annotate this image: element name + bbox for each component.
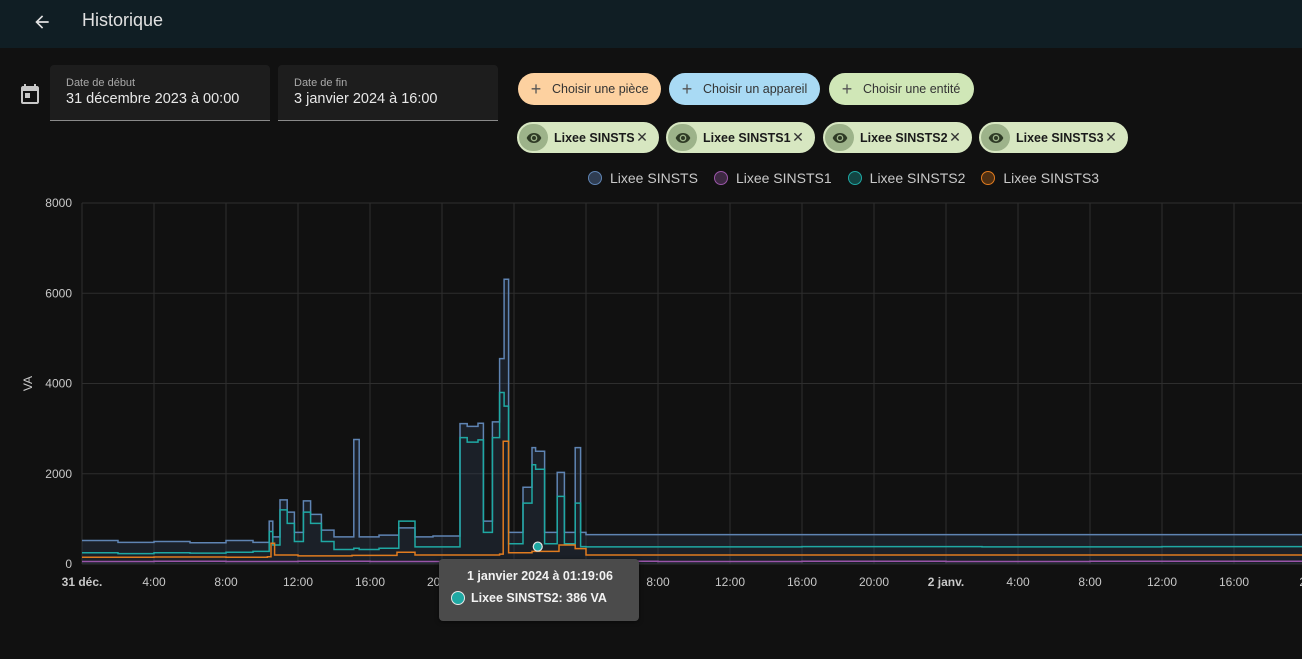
- chart-tooltip: 1 janvier 2024 à 01:19:06 Lixee SINSTS2:…: [439, 559, 639, 621]
- close-icon[interactable]: ✕: [636, 129, 648, 145]
- plus-icon: +: [530, 78, 542, 99]
- legend-item-sinsts2[interactable]: Lixee SINSTS2: [847, 170, 966, 186]
- chart-legend: Lixee SINSTS Lixee SINSTS1 Lixee SINSTS2…: [588, 170, 1115, 186]
- start-date-field[interactable]: Date de début 31 décembre 2023 à 00:00: [50, 65, 270, 121]
- x-tick-label: 4:00: [1006, 575, 1030, 589]
- page-title: Historique: [82, 10, 164, 30]
- start-date-value: 31 décembre 2023 à 00:00: [66, 91, 240, 107]
- entity-chip-label: Lixee SINSTS2: [860, 130, 948, 145]
- history-chart[interactable]: 0 2000 4000 6000 8000 31 déc. 4:00 8:00 12:00 16:…: [0, 190, 1302, 610]
- arrow-left-icon: [35, 15, 49, 29]
- legend-label: Lixee SINSTS3: [1003, 170, 1100, 186]
- x-tick-label: 16:00: [1219, 575, 1249, 589]
- x-tick-label: 20: [1299, 575, 1302, 589]
- back-button[interactable]: [22, 4, 62, 40]
- x-tick-label: 16:00: [355, 575, 385, 589]
- entity-chip-sinsts[interactable]: Lixee SINSTS ✕: [517, 122, 659, 153]
- x-tick-label: 12:00: [1147, 575, 1177, 589]
- entity-chip-sinsts1[interactable]: Lixee SINSTS1 ✕: [666, 122, 815, 153]
- y-tick-label: 0: [65, 557, 72, 571]
- choose-entity-label: Choisir une entité: [863, 82, 961, 96]
- legend-label: Lixee SINSTS1: [735, 170, 832, 186]
- end-date-value: 3 janvier 2024 à 16:00: [294, 91, 438, 107]
- y-tick-label: 4000: [45, 377, 72, 391]
- x-tick-label: 16:00: [787, 575, 817, 589]
- plus-icon: +: [681, 78, 693, 99]
- tooltip-row: Lixee SINSTS2: 386 VA: [451, 591, 607, 605]
- series-line: [82, 440, 1302, 558]
- x-tick-label: 31 déc.: [62, 575, 103, 589]
- choose-device-label: Choisir un appareil: [703, 82, 808, 96]
- close-icon[interactable]: ✕: [949, 129, 961, 145]
- start-date-label: Date de début: [66, 77, 136, 89]
- y-axis-label: VA: [21, 376, 35, 391]
- legend-item-sinsts3[interactable]: Lixee SINSTS3: [981, 170, 1099, 186]
- highlight-point: [532, 541, 543, 552]
- entity-chip-sinsts3[interactable]: Lixee SINSTS3 ✕: [979, 122, 1128, 153]
- x-tick-label: 8:00: [214, 575, 238, 589]
- series-area: [82, 279, 1302, 564]
- y-tick-label: 2000: [45, 467, 72, 481]
- x-tick-label: 2 janv.: [928, 575, 964, 589]
- choose-entity-button[interactable]: + Choisir une entité: [829, 73, 974, 105]
- entity-chip-sinsts2[interactable]: Lixee SINSTS2 ✕: [823, 122, 972, 153]
- x-tick-label: 20:00: [859, 575, 889, 589]
- tooltip-value: Lixee SINSTS2: 386 VA: [471, 591, 607, 605]
- top-app-bar: Historique: [0, 0, 1302, 48]
- x-tick-label: 12:00: [715, 575, 745, 589]
- x-tick-label: 12:00: [283, 575, 313, 589]
- end-date-label: Date de fin: [294, 77, 348, 89]
- legend-swatch: [713, 171, 728, 185]
- legend-item-sinsts[interactable]: Lixee SINSTS: [588, 170, 698, 186]
- close-icon[interactable]: ✕: [1105, 129, 1117, 145]
- choose-device-button[interactable]: + Choisir un appareil: [669, 73, 820, 105]
- series-line: [82, 278, 1302, 544]
- tooltip-swatch: [451, 591, 465, 605]
- y-tick-label: 8000: [45, 196, 72, 210]
- choose-area-button[interactable]: + Choisir une pièce: [518, 73, 661, 105]
- x-tick-label: 8:00: [1078, 575, 1102, 589]
- legend-swatch: [588, 171, 602, 185]
- legend-label: Lixee SINSTS: [610, 170, 698, 186]
- x-tick-label: 4:00: [142, 575, 166, 589]
- legend-item-sinsts1[interactable]: Lixee SINSTS1: [713, 170, 832, 186]
- eye-icon: [825, 124, 854, 151]
- y-tick-label: 6000: [45, 286, 72, 300]
- legend-swatch: [847, 171, 862, 185]
- eye-icon: [668, 124, 697, 151]
- end-date-field[interactable]: Date de fin 3 janvier 2024 à 16:00: [278, 65, 498, 121]
- entity-chip-label: Lixee SINSTS3: [1016, 130, 1104, 145]
- choose-area-label: Choisir une pièce: [552, 82, 649, 96]
- legend-label: Lixee SINSTS2: [869, 170, 966, 186]
- calendar-icon: [18, 82, 42, 106]
- entity-chip-label: Lixee SINSTS: [554, 130, 635, 145]
- eye-icon: [519, 124, 548, 151]
- series-line: [82, 391, 1302, 555]
- close-icon[interactable]: ✕: [792, 129, 804, 145]
- eye-icon: [981, 124, 1010, 151]
- tooltip-title: 1 janvier 2024 à 01:19:06: [467, 569, 613, 583]
- legend-swatch: [981, 171, 996, 185]
- plus-icon: +: [841, 78, 853, 99]
- x-tick-label: 8:00: [646, 575, 670, 589]
- entity-chip-label: Lixee SINSTS1: [703, 130, 791, 145]
